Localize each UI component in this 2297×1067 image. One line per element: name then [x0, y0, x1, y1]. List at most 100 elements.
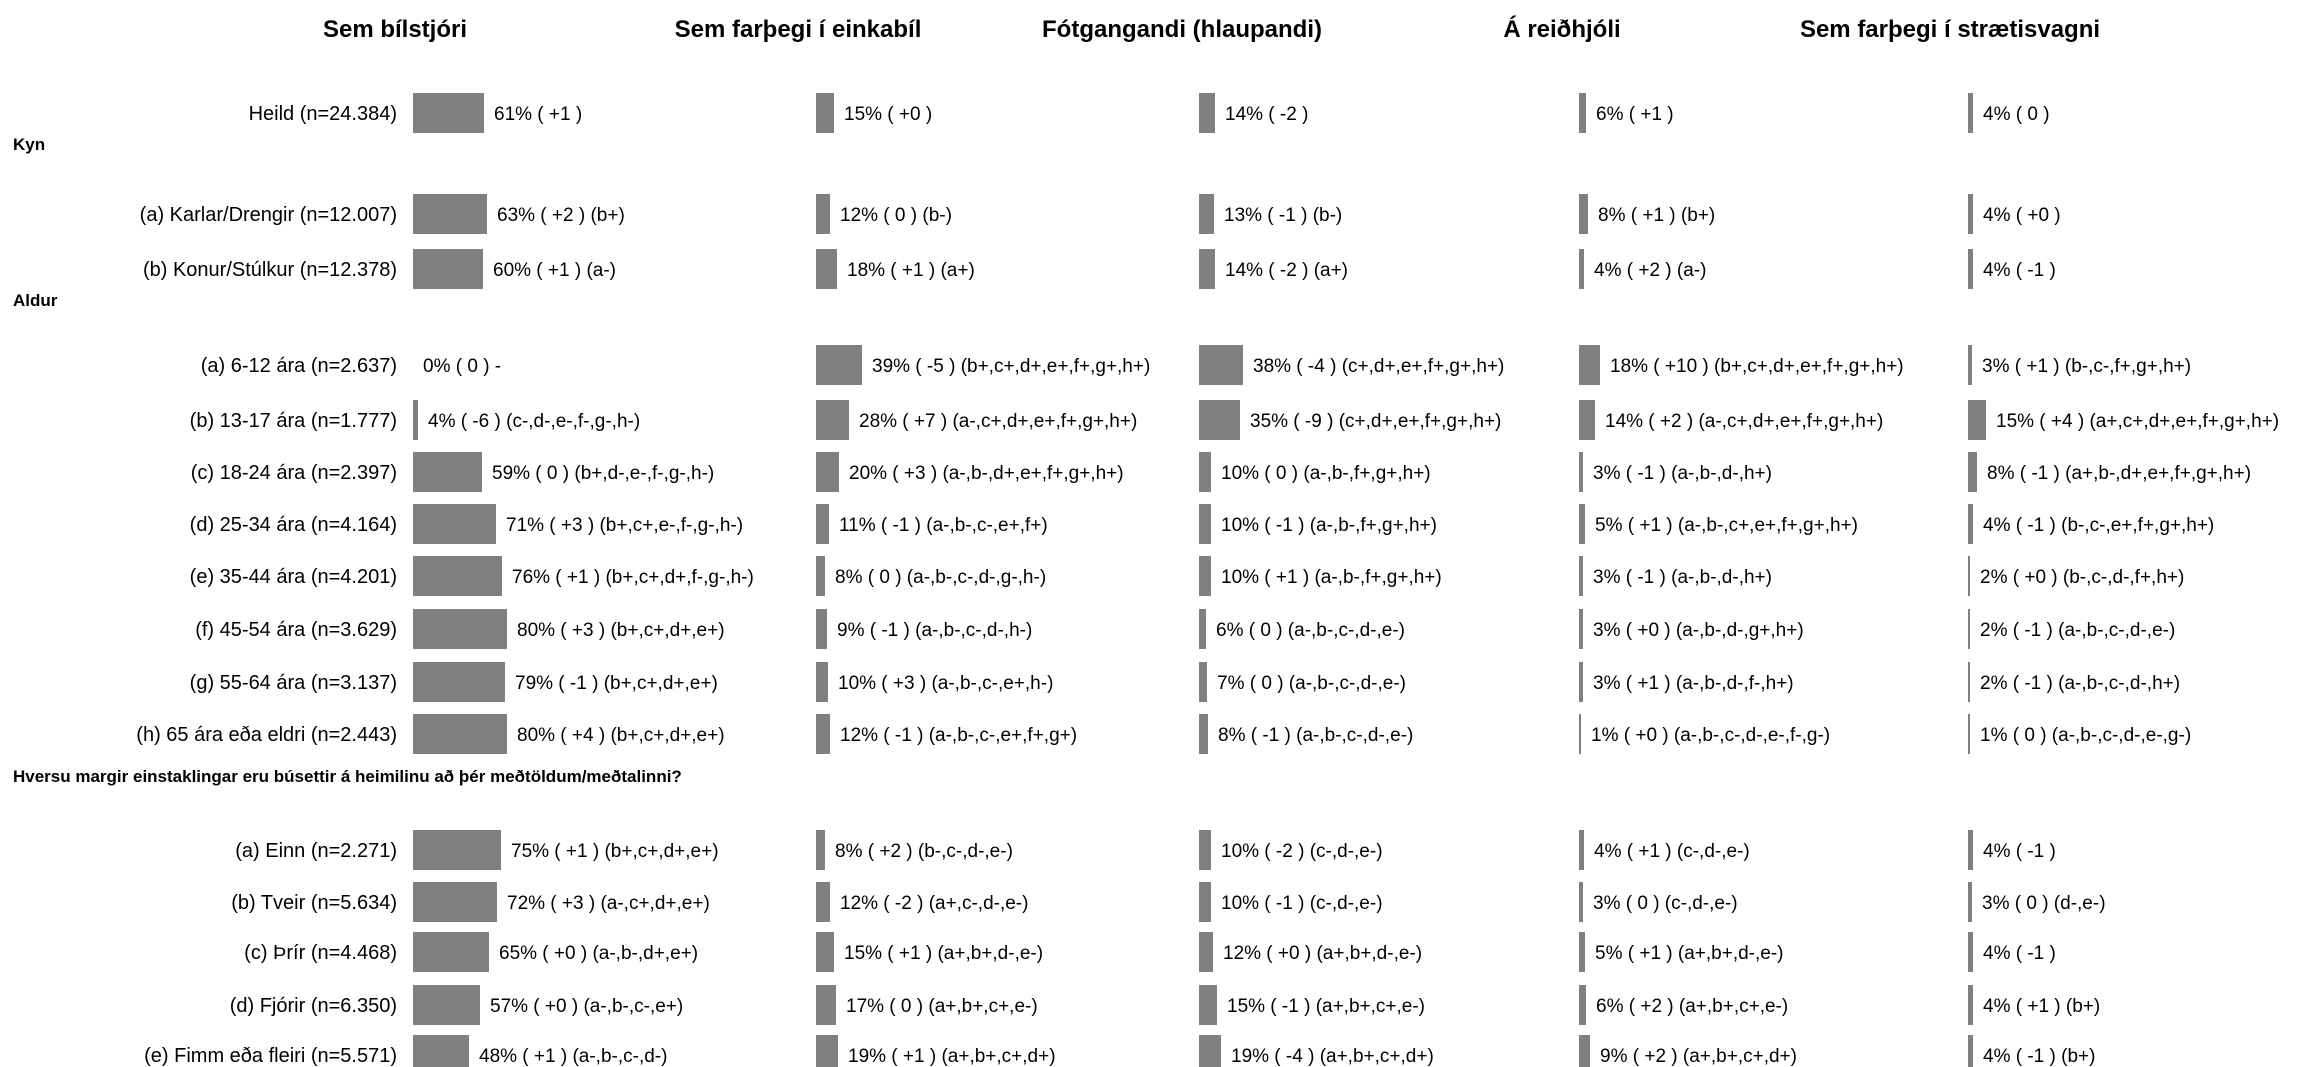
bar [1579, 504, 1585, 544]
data-label: 28% ( +7 ) (a-,c+,d+,e+,f+,g+,h+) [859, 411, 1137, 432]
bar [1579, 345, 1600, 385]
data-label: 3% ( 0 ) (c-,d-,e-) [1593, 893, 1738, 914]
bar [1199, 249, 1215, 289]
bar [1199, 882, 1211, 922]
bar [413, 985, 480, 1025]
data-label: 20% ( +3 ) (a-,b-,d+,e+,f+,g+,h+) [849, 463, 1124, 484]
data-label: 4% ( -1 ) (b-,c-,e+,f+,g+,h+) [1983, 515, 2214, 536]
row-label: (b) Tveir (n=5.634) [231, 892, 397, 914]
bar [816, 932, 834, 972]
column-header-bilstjori: Sem bílstjóri [323, 16, 467, 43]
data-label: 15% ( -1 ) (a+,b+,c+,e-) [1227, 996, 1425, 1017]
data-label: 9% ( +2 ) (a+,b+,c+,d+) [1600, 1046, 1797, 1067]
data-label: 8% ( 0 ) (a-,b-,c-,d-,g-,h-) [835, 567, 1046, 588]
bar [1579, 714, 1581, 754]
data-label: 15% ( +1 ) (a+,b+,d-,e-) [844, 943, 1043, 964]
bar [413, 714, 507, 754]
data-label: 13% ( -1 ) (b-) [1224, 205, 1342, 226]
bar [1968, 504, 1973, 544]
data-label: 65% ( +0 ) (a-,b-,d+,e+) [499, 943, 698, 964]
data-label: 18% ( +10 ) (b+,c+,d+,e+,f+,g+,h+) [1610, 356, 1904, 377]
column-header-einkabil: Sem farþegi í einkabíl [675, 16, 922, 43]
table-row: (c) 18-24 ára (n=2.397) 59% ( 0 ) (b+,d-,… [191, 452, 2251, 492]
bar [1968, 400, 1986, 440]
data-label: 5% ( +1 ) (a+,b+,d-,e-) [1595, 943, 1784, 964]
row-label: (c) 18-24 ára (n=2.397) [191, 462, 397, 484]
data-label: 19% ( -4 ) (a+,b+,c+,d+) [1231, 1046, 1434, 1067]
bar [1199, 400, 1240, 440]
bar [1579, 985, 1586, 1025]
bar [413, 249, 483, 289]
bar [816, 1035, 838, 1067]
bar [1199, 345, 1243, 385]
data-label: 39% ( -5 ) (b+,c+,d+,e+,f+,g+,h+) [872, 356, 1150, 377]
data-label: 61% ( +1 ) [494, 104, 582, 125]
bar [816, 985, 836, 1025]
table-row: (e) 35-44 ára (n=4.201) 76% ( +1 ) (b+,c+… [190, 556, 2184, 596]
bar [816, 345, 862, 385]
data-label: 71% ( +3 ) (b+,c+,e-,f-,g-,h-) [506, 515, 743, 536]
bar [1968, 1035, 1973, 1067]
bar [816, 609, 827, 649]
column-header-reidhjol: Á reiðhjóli [1503, 15, 1620, 43]
table-row: (a) 6-12 ára (n=2.637) 0% ( 0 ) - 39% ( -5… [201, 345, 2191, 385]
data-label: 2% ( +0 ) (b-,c-,d-,f+,h+) [1980, 567, 2184, 588]
data-label: 48% ( +1 ) (a-,b-,c-,d-) [479, 1046, 667, 1067]
bar [413, 93, 484, 133]
data-label: 12% ( 0 ) (b-) [840, 205, 952, 226]
bar [816, 400, 849, 440]
data-label: 75% ( +1 ) (b+,c+,d+,e+) [511, 841, 719, 862]
data-label: 4% ( +0 ) [1983, 205, 2061, 226]
row-label: (e) 35-44 ára (n=4.201) [190, 566, 397, 588]
data-label: 63% ( +2 ) (b+) [497, 205, 625, 226]
table-row: (b) Tveir (n=5.634) 72% ( +3 ) (a-,c+,d+,… [231, 882, 2106, 922]
bar [1579, 882, 1583, 922]
bar [1199, 932, 1213, 972]
bar [1579, 400, 1595, 440]
data-label: 4% ( +2 ) (a-) [1594, 260, 1706, 281]
column-header-fotgangandi: Fótgangandi (hlaupandi) [1042, 16, 1322, 43]
bar [1968, 609, 1970, 649]
data-label: 4% ( -1 ) (b+) [1983, 1046, 2095, 1067]
data-label: 3% ( 0 ) (d-,e-) [1982, 893, 2106, 914]
data-label: 3% ( -1 ) (a-,b-,d-,h+) [1593, 463, 1772, 484]
bar [1968, 985, 1973, 1025]
data-label: 6% ( +2 ) (a+,b+,c+,e-) [1596, 996, 1788, 1017]
bar [413, 400, 418, 440]
data-label: 10% ( +3 ) (a-,b-,c-,e+,h-) [838, 673, 1053, 694]
bar [1199, 830, 1211, 870]
bar [413, 609, 507, 649]
data-label: 2% ( -1 ) (a-,b-,c-,d-,e-) [1980, 620, 2175, 641]
data-label: 4% ( -1 ) [1983, 943, 2056, 964]
data-label: 14% ( -2 ) (a+) [1225, 260, 1348, 281]
data-label: 3% ( +0 ) (a-,b-,d-,g+,h+) [1593, 620, 1804, 641]
data-label: 4% ( -1 ) [1983, 260, 2056, 281]
row-label: (a) Karlar/Drengir (n=12.007) [140, 204, 397, 226]
table-row: Heild (n=24.384) 61% ( +1 ) 15% ( +0 ) 14% … [249, 93, 2050, 133]
data-label: 14% ( +2 ) (a-,c+,d+,e+,f+,g+,h+) [1605, 411, 1883, 432]
bar [1199, 662, 1207, 702]
row-label: (d) Fjórir (n=6.350) [230, 995, 397, 1017]
bar [1199, 93, 1215, 133]
data-label: 11% ( -1 ) (a-,b-,c-,e+,f+) [839, 515, 1048, 536]
data-label: 4% ( -6 ) (c-,d-,e-,f-,g-,h-) [428, 411, 640, 432]
data-label: 7% ( 0 ) (a-,b-,c-,d-,e-) [1217, 673, 1406, 694]
bar [1579, 452, 1583, 492]
bar [413, 194, 487, 234]
data-label: 12% ( +0 ) (a+,b+,d-,e-) [1223, 943, 1422, 964]
bar [413, 662, 505, 702]
data-label: 59% ( 0 ) (b+,d-,e-,f-,g-,h-) [492, 463, 714, 484]
data-label: 10% ( 0 ) (a-,b-,f+,g+,h+) [1221, 463, 1431, 484]
data-label: 79% ( -1 ) (b+,c+,d+,e+) [515, 673, 718, 694]
bar [1199, 452, 1211, 492]
data-label: 10% ( +1 ) (a-,b-,f+,g+,h+) [1221, 567, 1442, 588]
table-row: (a) Einn (n=2.271) 75% ( +1 ) (b+,c+,d+,e… [235, 830, 2056, 870]
group-label: Kyn [13, 135, 45, 154]
bar [816, 249, 837, 289]
data-label: 4% ( +1 ) (c-,d-,e-) [1594, 841, 1750, 862]
data-label: 10% ( -1 ) (a-,b-,f+,g+,h+) [1221, 515, 1437, 536]
data-label: 5% ( +1 ) (a-,b-,c+,e+,f+,g+,h+) [1595, 515, 1858, 536]
bar [413, 932, 489, 972]
bar [1968, 556, 1970, 596]
